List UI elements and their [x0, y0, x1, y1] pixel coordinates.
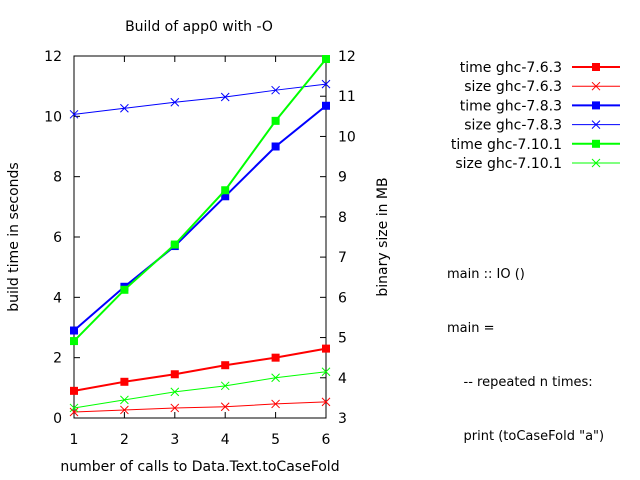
y-tick-label: 10: [44, 109, 62, 125]
point-marker: [591, 120, 601, 129]
point-marker: [69, 403, 79, 413]
series-time-ghc-7-10-1: [70, 55, 330, 346]
y2-tick-label: 8: [338, 210, 347, 226]
point-marker: [69, 109, 79, 119]
y2-tick-label: 11: [338, 89, 356, 105]
code-line: print (toCaseFold "a"): [447, 429, 605, 444]
series-line: [73, 83, 327, 115]
x-tick-label: 4: [221, 432, 230, 448]
series-size-ghc-7-8-3: [69, 79, 331, 119]
y-tick-label: 0: [53, 411, 62, 427]
point-marker: [69, 407, 79, 417]
series-line: [73, 371, 327, 409]
legend-label: time ghc-7.8.3: [460, 98, 562, 114]
y2-tick-label: 7: [338, 250, 347, 266]
point-marker: [271, 85, 280, 95]
legend-label: time ghc-7.10.1: [451, 137, 562, 153]
point-marker: [220, 402, 230, 412]
x-tick-label: 2: [120, 432, 129, 448]
y-axis-label: build time in seconds: [6, 162, 22, 311]
y2-tick-label: 10: [338, 129, 356, 145]
x-tick-label: 1: [70, 432, 79, 448]
point-marker: [120, 395, 129, 405]
point-marker: [592, 139, 600, 148]
point-marker: [271, 373, 280, 383]
point-marker: [221, 361, 230, 370]
x-tick-label: 5: [271, 432, 280, 448]
series-line: [73, 401, 327, 413]
code-line: -- repeated n times:: [447, 375, 593, 390]
code-line: main =: [447, 321, 495, 336]
point-marker: [120, 285, 129, 294]
point-marker: [592, 63, 600, 71]
legend-item: size ghc-7.10.1: [455, 156, 620, 172]
y-tick-label: 2: [53, 351, 62, 367]
point-marker: [70, 326, 78, 335]
point-marker: [70, 386, 78, 395]
series-line: [73, 104, 327, 332]
point-marker: [591, 158, 601, 168]
y2-tick-label: 5: [338, 331, 347, 347]
point-marker: [322, 55, 330, 64]
y2-tick-label: 6: [338, 290, 347, 306]
point-marker: [70, 337, 78, 346]
series-size-ghc-7-10-1: [69, 367, 331, 413]
legend-label: size ghc-7.10.1: [455, 156, 562, 172]
point-marker: [321, 79, 331, 89]
series-time-ghc-7-6-3: [70, 344, 330, 395]
y-tick-label: 8: [53, 170, 62, 186]
point-marker: [120, 405, 129, 415]
point-marker: [220, 92, 230, 102]
point-marker: [271, 353, 280, 362]
y-tick-label: 12: [44, 49, 62, 65]
legend-item: time ghc-7.10.1: [451, 137, 620, 153]
series-size-ghc-7-6-3: [69, 397, 331, 417]
point-marker: [591, 81, 601, 91]
series-line: [73, 58, 327, 342]
x-axis-label: number of calls to Data.Text.toCaseFold: [60, 459, 339, 475]
y2-tick-label: 9: [338, 170, 347, 186]
point-marker: [321, 397, 331, 407]
legend-label: size ghc-7.8.3: [464, 118, 562, 134]
legend-item: time ghc-7.6.3: [460, 60, 620, 76]
y2-tick-label: 12: [338, 49, 356, 65]
x-tick-label: 6: [322, 432, 331, 448]
y-tick-label: 4: [53, 290, 62, 306]
point-marker: [170, 370, 179, 379]
x-tick-label: 3: [170, 432, 179, 448]
point-marker: [170, 97, 180, 107]
point-marker: [170, 403, 180, 413]
y-tick-label: 6: [53, 230, 62, 246]
point-marker: [592, 101, 600, 110]
point-marker: [321, 367, 331, 377]
point-marker: [120, 103, 129, 113]
point-marker: [271, 399, 280, 409]
series-line: [73, 347, 327, 392]
legend-item: size ghc-7.8.3: [464, 118, 620, 134]
y2-tick-label: 3: [338, 411, 347, 427]
legend-item: time ghc-7.8.3: [460, 98, 620, 114]
point-marker: [322, 344, 330, 353]
point-marker: [170, 387, 180, 397]
point-marker: [271, 142, 280, 151]
legend-item: size ghc-7.6.3: [464, 79, 620, 95]
legend-label: time ghc-7.6.3: [460, 60, 562, 76]
point-marker: [221, 192, 230, 201]
y2-axis-label: binary size in MB: [375, 177, 391, 296]
chart-title: Build of app0 with -O: [125, 19, 273, 35]
point-marker: [271, 116, 280, 125]
point-marker: [170, 240, 179, 249]
code-line: main :: IO (): [447, 267, 525, 282]
point-marker: [322, 101, 330, 110]
point-marker: [220, 381, 230, 391]
legend-label: size ghc-7.6.3: [464, 79, 562, 95]
y2-tick-label: 4: [338, 371, 347, 387]
point-marker: [120, 377, 129, 386]
code-annotation: main :: IO () main = -- repeated n times…: [447, 230, 604, 464]
point-marker: [221, 186, 230, 195]
